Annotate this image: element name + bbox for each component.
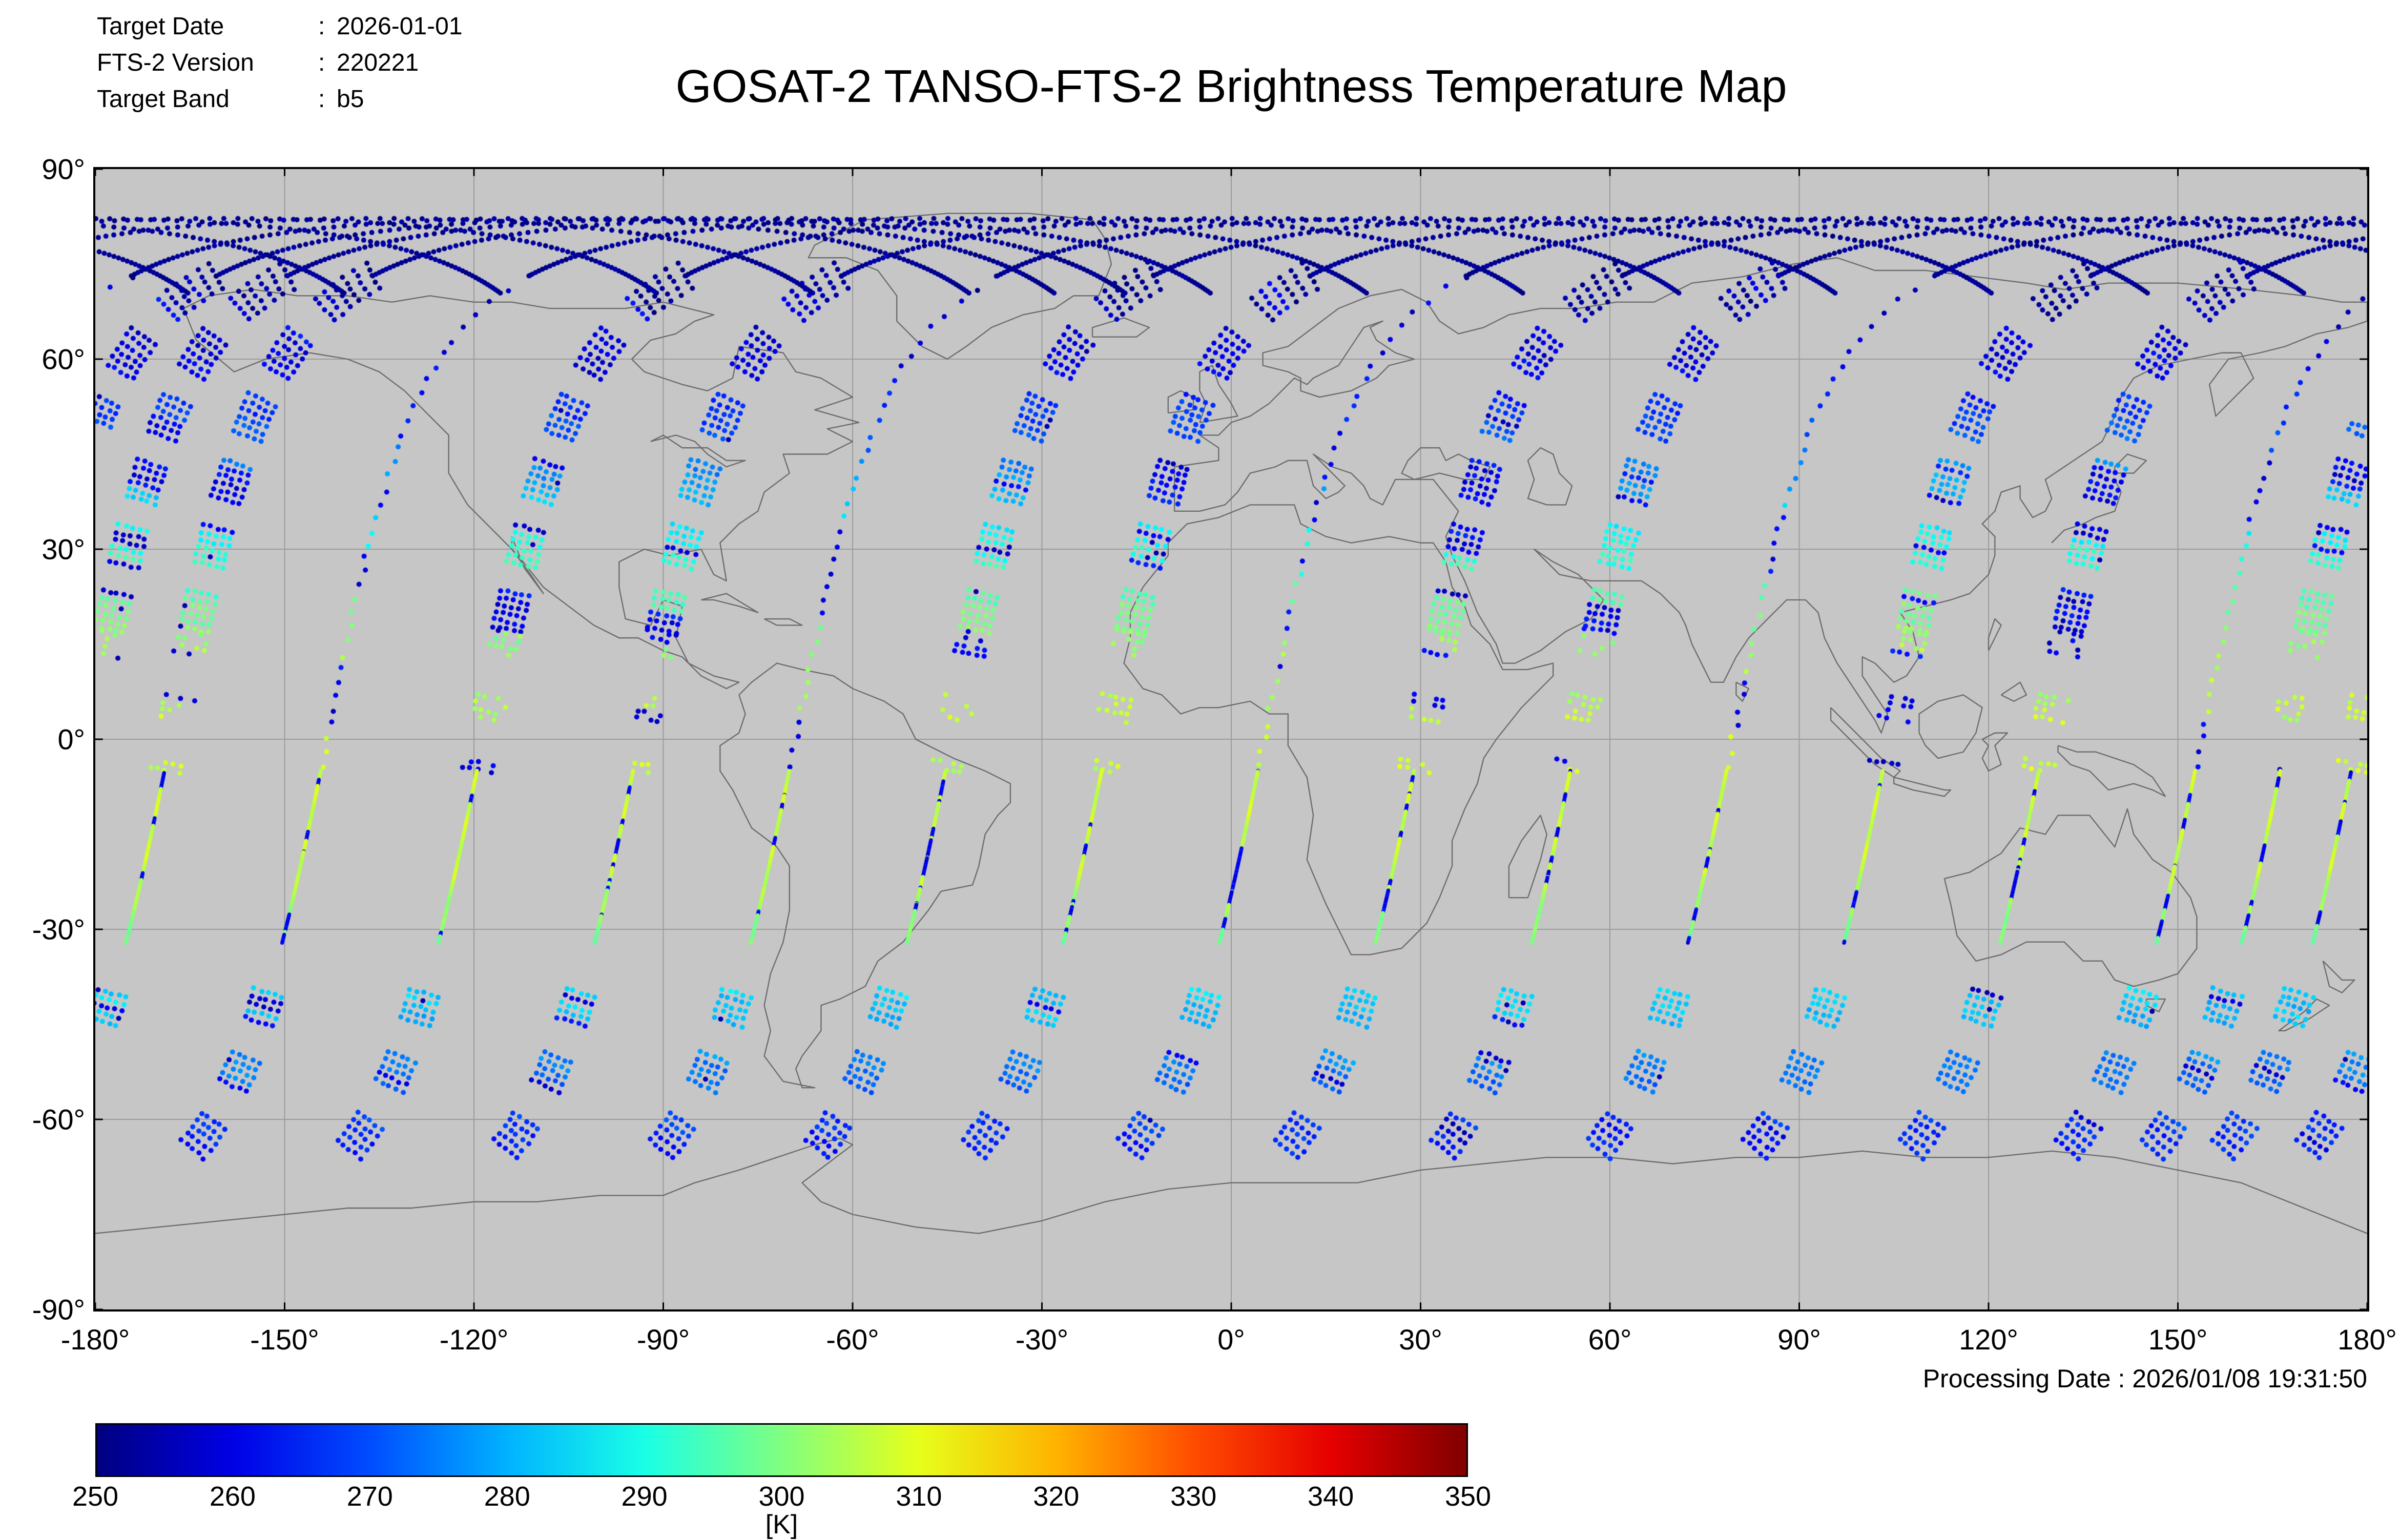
y-tick-label: -90°	[32, 1293, 85, 1326]
x-tick-label: 30°	[1399, 1323, 1442, 1356]
target-date-value: 2026-01-01	[337, 13, 463, 40]
x-tick-label: 60°	[1588, 1323, 1632, 1356]
colorbar-tick-label: 350	[1444, 1481, 1492, 1512]
target-band-value: b5	[337, 86, 364, 113]
colorbar-tick-label: 270	[346, 1481, 393, 1512]
separator: :	[318, 86, 325, 113]
colorbar-tick-label: 280	[484, 1481, 530, 1512]
swath-data-layer	[95, 169, 2367, 1309]
x-axis-labels: -180° -150° -120° -90° -60° -30° 0° 30° 60° 90° 12…	[0, 1323, 2400, 1359]
separator: :	[318, 13, 325, 40]
colorbar-tick-label: 310	[896, 1481, 942, 1512]
target-band-row: Target Band : b5	[97, 81, 463, 117]
x-tick-label: 120°	[1959, 1323, 2018, 1356]
y-tick-label: -60°	[32, 1103, 85, 1136]
colorbar-tick-label: 330	[1170, 1481, 1217, 1512]
x-tick-label: -60°	[826, 1323, 879, 1356]
fts2-version-row: FTS-2 Version : 220221	[97, 45, 463, 81]
x-tick-label: -120°	[439, 1323, 509, 1356]
y-tick-label: 0°	[57, 723, 85, 756]
colorbar-tick-label: 320	[1033, 1481, 1080, 1512]
y-tick-label: 60°	[42, 343, 85, 376]
fts2-version-label: FTS-2 Version	[97, 49, 254, 76]
map-plot-area	[93, 167, 2369, 1312]
colorbar-tick-label: 260	[209, 1481, 256, 1512]
y-tick-label: -30°	[32, 913, 85, 946]
fts2-version-value: 220221	[337, 49, 419, 76]
colorbar-unit-label: [K]	[765, 1510, 798, 1539]
colorbar-tick-label: 300	[758, 1481, 805, 1512]
target-band-label: Target Band	[97, 86, 230, 113]
x-tick-label: 150°	[2148, 1323, 2208, 1356]
x-tick-label: -30°	[1015, 1323, 1069, 1356]
separator: :	[318, 49, 325, 76]
target-date-row: Target Date : 2026-01-01	[97, 8, 463, 45]
target-date-label: Target Date	[97, 13, 224, 40]
x-tick-label: 180°	[2337, 1323, 2397, 1356]
y-axis-labels: 90° 60° 30° 0° -30° -60° -90°	[0, 0, 85, 1540]
y-tick-label: 90°	[42, 153, 85, 185]
processing-date: Processing Date : 2026/01/08 19:31:50	[1922, 1364, 2367, 1393]
x-tick-label: -90°	[636, 1323, 690, 1356]
colorbar: 250 260 270 280 290 300 310 320 330 340 350 [K]	[72, 1423, 1491, 1539]
colorbar-tick-label: 290	[621, 1481, 668, 1512]
colorbar-gradient	[95, 1423, 1468, 1477]
y-tick-label: 30°	[42, 533, 85, 566]
x-tick-label: -180°	[60, 1323, 130, 1356]
x-tick-label: 0°	[1217, 1323, 1245, 1356]
colorbar-tick-label: 340	[1308, 1481, 1354, 1512]
colorbar-tick-label: 250	[72, 1481, 119, 1512]
x-tick-label: 90°	[1777, 1323, 1821, 1356]
chart-title: GOSAT-2 TANSO-FTS-2 Brightness Temperatu…	[675, 61, 1787, 112]
header-info: Target Date : 2026-01-01 FTS-2 Version :…	[97, 8, 463, 117]
x-tick-label: -150°	[250, 1323, 319, 1356]
